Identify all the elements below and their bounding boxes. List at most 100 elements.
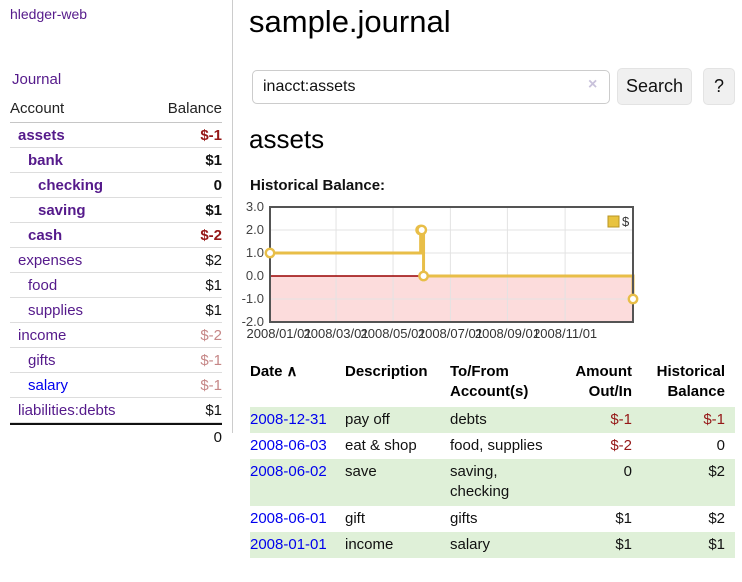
register-col-label: Historical Balance	[656, 363, 725, 401]
transaction-date-link[interactable]: 2008-12-31	[250, 410, 327, 428]
data-point-marker	[264, 247, 276, 259]
account-link[interactable]: income	[18, 326, 67, 344]
register-col-description: Description	[345, 360, 450, 407]
account-row: cash $-2	[10, 223, 222, 248]
account-link[interactable]: gifts	[28, 351, 56, 369]
transaction-description-cell: gift	[345, 509, 366, 527]
register-col-label: Description	[345, 363, 428, 380]
x-axis-tick-label: 2008/11/01	[533, 326, 597, 341]
y-axis-tick-label: 0.0	[246, 268, 264, 283]
account-heading: assets	[249, 124, 325, 154]
register-col-label: Amount Out/In	[575, 363, 632, 401]
page-title: sample.journal	[249, 4, 451, 39]
transaction-balance-cell: $-1	[703, 410, 725, 428]
account-balance: $1	[205, 201, 222, 219]
account-row: assets $-1	[10, 123, 222, 148]
account-link[interactable]: assets	[18, 126, 65, 144]
account-link[interactable]: checking	[38, 176, 104, 194]
y-axis-tick-label: 3.0	[246, 200, 264, 214]
transaction-date-link[interactable]: 2008-06-01	[250, 509, 327, 527]
accounts-col-account: Account	[10, 100, 65, 117]
account-balance: $-1	[200, 126, 222, 144]
accounts-total-value: 0	[213, 428, 222, 446]
help-button[interactable]: ?	[703, 68, 735, 105]
transaction-accounts-cell: food, supplies	[450, 436, 543, 454]
account-balance: $1	[205, 401, 222, 419]
transaction-row: 2008-06-02 save saving, checking 0 $2	[250, 459, 735, 506]
account-link[interactable]: cash	[28, 226, 63, 244]
account-link[interactable]: supplies	[28, 301, 84, 319]
transaction-amount-cell: $-2	[610, 436, 632, 454]
transaction-balance-cell: $2	[708, 509, 725, 527]
transaction-description-cell: save	[345, 463, 377, 480]
register-col-label: To/From Account(s)	[450, 363, 529, 401]
account-row: supplies $1	[10, 298, 222, 323]
account-balance: $1	[205, 151, 222, 169]
transaction-row: 2008-01-01 income salary $1 $1	[250, 531, 735, 558]
accounts-col-balance: Balance	[167, 100, 222, 117]
transaction-balance-cell: $2	[708, 463, 725, 480]
legend-label: $	[622, 214, 630, 229]
transaction-date-link[interactable]: 2008-01-01	[250, 535, 327, 553]
transaction-balance-cell: $1	[708, 535, 725, 553]
register-col-date[interactable]: Date ∧	[250, 360, 345, 407]
clear-search-icon[interactable]: ×	[588, 76, 598, 93]
transaction-description-cell: income	[345, 535, 394, 553]
historical-balance-chart: $3.0 2.0 1.0 0.0 -1.0 -2.02008/01/012008/03/0…	[242, 200, 639, 341]
search-input[interactable]	[252, 70, 610, 104]
register-col-to-from-account-s-: To/From Account(s)	[450, 360, 565, 407]
search-button[interactable]: Search	[617, 68, 692, 105]
account-balance: $-2	[200, 226, 222, 244]
transaction-accounts-cell: debts	[450, 410, 487, 428]
account-link[interactable]: bank	[28, 151, 64, 169]
data-point-marker	[418, 270, 429, 282]
transaction-row: 2008-06-01 gift gifts $1 $2	[250, 506, 735, 532]
transaction-amount-cell: $1	[615, 509, 632, 527]
account-row: bank $1	[10, 148, 222, 173]
account-row: salary $-1	[10, 373, 222, 398]
transaction-balance-cell: 0	[716, 436, 725, 454]
y-axis-tick-label: -2.0	[242, 314, 264, 329]
sidebar-nav-journal[interactable]: Journal	[12, 71, 62, 88]
y-axis-tick-label: 1.0	[246, 245, 264, 260]
accounts-table: Account Balance assets $-1 bank $1 checking 0…	[10, 98, 222, 449]
transaction-date-cell: 2008-06-01	[250, 506, 345, 532]
account-link[interactable]: salary	[28, 376, 69, 394]
account-link[interactable]: liabilities:debts	[18, 401, 116, 419]
accounts-table-header: Account Balance	[10, 98, 222, 123]
app-title-link[interactable]: hledger-web	[10, 6, 88, 22]
register-col-historical-balance: Historical Balance	[642, 360, 735, 407]
account-row: expenses $2	[10, 248, 222, 273]
transaction-date-cell: 2008-12-31	[250, 407, 345, 433]
account-link[interactable]: saving	[38, 201, 86, 219]
account-balance: $2	[205, 251, 222, 269]
x-axis-tick-label: 2008/09/01	[475, 326, 540, 341]
account-link[interactable]: food	[28, 276, 58, 294]
transaction-date-link[interactable]: 2008-06-02	[250, 463, 327, 480]
account-balance: $1	[205, 301, 222, 319]
chart-title: Historical Balance:	[250, 177, 386, 194]
data-point-marker	[416, 224, 428, 236]
x-axis-tick-label: 2008/07/01	[418, 326, 483, 341]
transaction-amount-cell: $-1	[610, 410, 632, 428]
account-row: checking 0	[10, 173, 222, 198]
transaction-amount-cell: 0	[623, 463, 632, 480]
transaction-row: 2008-12-31 pay off debts $-1 $-1	[250, 406, 735, 433]
account-row: food $1	[10, 273, 222, 298]
account-row: gifts $-1	[10, 348, 222, 373]
accounts-total-row: 0	[10, 423, 222, 449]
account-row: income $-2	[10, 323, 222, 348]
account-balance: $-1	[200, 376, 222, 394]
sidebar: hledger-web Journal Account Balance asse…	[0, 0, 233, 446]
transaction-accounts-cell: gifts	[450, 509, 478, 527]
legend-swatch	[607, 215, 620, 228]
transaction-accounts-cell: saving, checking	[450, 463, 510, 501]
app-title: hledger-web	[10, 6, 87, 22]
register-col-amount-out-in: Amount Out/In	[565, 360, 642, 407]
account-link[interactable]: expenses	[18, 251, 83, 269]
transaction-date-link[interactable]: 2008-06-03	[250, 436, 327, 454]
transaction-description-cell: eat & shop	[345, 436, 417, 454]
x-axis-tick-label: 2008/03/01	[304, 326, 369, 341]
transaction-date-cell: 2008-06-02	[250, 459, 345, 506]
y-axis-tick-label: 2.0	[246, 222, 264, 237]
